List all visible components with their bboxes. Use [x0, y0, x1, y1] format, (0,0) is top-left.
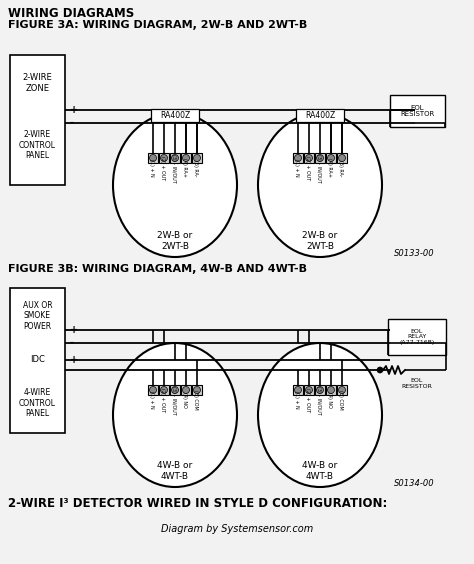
Ellipse shape	[113, 113, 237, 257]
Ellipse shape	[113, 343, 237, 487]
Text: (5) COM: (5) COM	[193, 390, 198, 410]
Circle shape	[193, 155, 201, 161]
Text: S0134-00: S0134-00	[394, 478, 435, 487]
Bar	[390, 95, 445, 127]
Bar	[170, 153, 180, 163]
Bar	[337, 385, 347, 395]
Circle shape	[377, 367, 383, 373]
Circle shape	[317, 155, 323, 161]
Text: (3) - IN/OUT: (3) - IN/OUT	[171, 386, 176, 415]
Bar	[304, 385, 314, 395]
Text: Diagram by Systemsensor.com: Diagram by Systemsensor.com	[161, 524, 313, 534]
Circle shape	[294, 155, 301, 161]
Bar	[315, 153, 325, 163]
Text: RA400Z: RA400Z	[160, 111, 190, 120]
Circle shape	[172, 386, 179, 394]
Bar	[10, 55, 65, 185]
Bar	[296, 109, 344, 122]
Bar	[181, 153, 191, 163]
Text: (2) + OUT: (2) + OUT	[305, 388, 310, 412]
Text: +: +	[70, 325, 78, 335]
Bar	[159, 385, 169, 395]
Ellipse shape	[258, 113, 382, 257]
Text: WIRING DIAGRAMS: WIRING DIAGRAMS	[8, 7, 134, 20]
Text: (3) - IN/OUT: (3) - IN/OUT	[316, 153, 321, 182]
Text: (4) RA+: (4) RA+	[327, 158, 332, 178]
Text: (1) + N: (1) + N	[149, 391, 154, 409]
Text: AUX OR
SMOKE
POWER: AUX OR SMOKE POWER	[23, 301, 52, 331]
Text: (1) + N: (1) + N	[294, 159, 299, 177]
Text: (2) + OUT: (2) + OUT	[305, 156, 310, 180]
Bar	[192, 153, 202, 163]
Text: +: +	[70, 355, 78, 365]
Text: FIGURE 3B: WIRING DIAGRAM, 4W-B AND 4WT-B: FIGURE 3B: WIRING DIAGRAM, 4W-B AND 4WT-…	[8, 264, 307, 274]
Bar	[326, 153, 336, 163]
Bar	[326, 385, 336, 395]
Bar	[10, 288, 65, 433]
Text: (4) NO: (4) NO	[327, 392, 332, 408]
Text: (5) RA-: (5) RA-	[338, 160, 343, 176]
Text: (5) RA-: (5) RA-	[193, 160, 198, 176]
Bar	[159, 153, 169, 163]
Text: 2-WIRE
ZONE: 2-WIRE ZONE	[23, 73, 52, 92]
Circle shape	[294, 386, 301, 394]
Circle shape	[149, 155, 156, 161]
Text: RA400Z: RA400Z	[305, 111, 335, 120]
Text: (3) - IN/OUT: (3) - IN/OUT	[171, 153, 176, 182]
Circle shape	[182, 386, 190, 394]
Text: (5) COM: (5) COM	[338, 390, 343, 410]
Text: 4W-B or
4WT-B: 4W-B or 4WT-B	[157, 461, 192, 481]
Circle shape	[182, 155, 190, 161]
Circle shape	[328, 386, 335, 394]
Text: (4) RA+: (4) RA+	[182, 158, 187, 178]
Text: 2W-B or
2WT-B: 2W-B or 2WT-B	[302, 231, 337, 251]
Circle shape	[306, 155, 312, 161]
Bar	[304, 153, 314, 163]
Bar	[170, 385, 180, 395]
Text: (1) + N: (1) + N	[149, 159, 154, 177]
Circle shape	[338, 155, 346, 161]
Text: 4W-B or
4WT-B: 4W-B or 4WT-B	[302, 461, 337, 481]
Text: FIGURE 3A: WIRING DIAGRAM, 2W-B AND 2WT-B: FIGURE 3A: WIRING DIAGRAM, 2W-B AND 2WT-…	[8, 20, 307, 30]
Text: EOL
RESISTOR: EOL RESISTOR	[401, 378, 432, 389]
Text: 2W-B or
2WT-B: 2W-B or 2WT-B	[157, 231, 192, 251]
Text: 2-WIRE
CONTROL
PANEL: 2-WIRE CONTROL PANEL	[19, 130, 56, 160]
Text: (2) + OUT: (2) + OUT	[160, 156, 165, 180]
Text: -: -	[70, 118, 74, 128]
Circle shape	[161, 386, 167, 394]
Bar	[192, 385, 202, 395]
Text: 4-WIRE
CONTROL
PANEL: 4-WIRE CONTROL PANEL	[19, 388, 56, 418]
Circle shape	[172, 155, 179, 161]
Bar	[293, 385, 303, 395]
Bar	[388, 319, 446, 355]
Text: IDC: IDC	[30, 355, 45, 364]
Text: (1) + N: (1) + N	[294, 391, 299, 409]
Bar	[315, 385, 325, 395]
Circle shape	[338, 386, 346, 394]
Circle shape	[317, 386, 323, 394]
Text: EOL
RESISTOR: EOL RESISTOR	[401, 104, 435, 117]
Bar	[337, 153, 347, 163]
Circle shape	[306, 386, 312, 394]
Ellipse shape	[258, 343, 382, 487]
Circle shape	[161, 155, 167, 161]
Text: S0133-00: S0133-00	[394, 249, 435, 258]
Text: +: +	[70, 105, 78, 115]
Text: 2-WIRE I³ DETECTOR WIRED IN STYLE D CONFIGURATION:: 2-WIRE I³ DETECTOR WIRED IN STYLE D CONF…	[8, 497, 387, 510]
Bar	[148, 153, 158, 163]
Circle shape	[193, 386, 201, 394]
Bar	[148, 385, 158, 395]
Text: (2) + OUT: (2) + OUT	[160, 388, 165, 412]
Bar	[151, 109, 199, 122]
Bar	[181, 385, 191, 395]
Text: -: -	[70, 338, 74, 348]
Text: (4) NO: (4) NO	[182, 392, 187, 408]
Text: EOL
RELAY
(A77-716B): EOL RELAY (A77-716B)	[400, 329, 435, 345]
Bar	[293, 153, 303, 163]
Circle shape	[149, 386, 156, 394]
Circle shape	[328, 155, 335, 161]
Text: (3) - IN/OUT: (3) - IN/OUT	[316, 386, 321, 415]
